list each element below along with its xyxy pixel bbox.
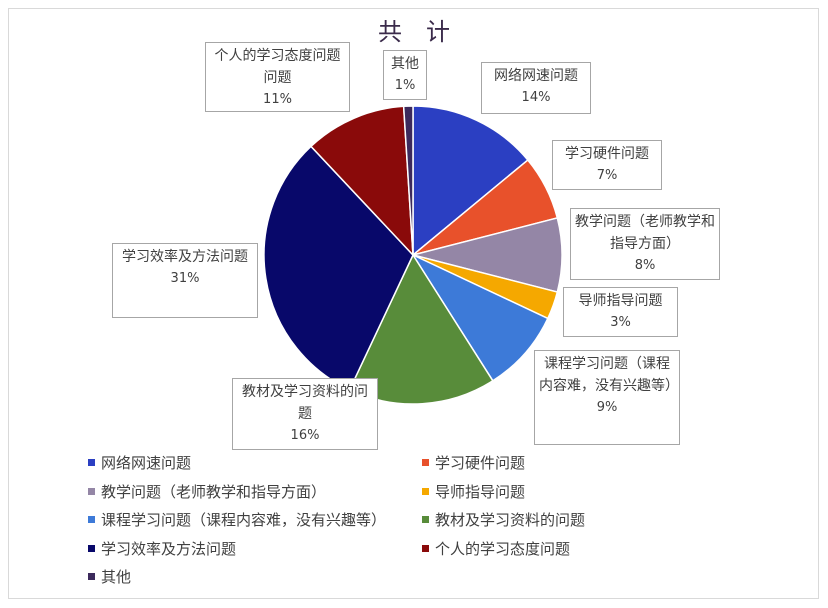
data-label-percent: 9% <box>596 400 618 415</box>
data-label-0: 网络网速问题 14% <box>481 62 591 114</box>
chart-title: 共 计 <box>378 18 450 46</box>
legend-swatch <box>422 487 429 495</box>
data-label-name: 导师指导问题 <box>578 293 663 309</box>
data-label-name: 学习效率及方法问题 <box>122 249 248 265</box>
data-label-2: 教学问题（老师教学和指导方面） 8% <box>570 208 720 280</box>
pie-slice-8[interactable] <box>402 105 414 256</box>
legend-label: 教材及学习资料的问题 <box>435 511 586 529</box>
legend-swatch <box>422 459 429 466</box>
legend-swatch <box>422 544 429 552</box>
legend-label: 学习硬件问题 <box>435 454 526 472</box>
data-label-6: 学习效率及方法问题 31% <box>112 243 258 318</box>
data-label-name: 课程学习问题（课程内容难，没有兴趣等） <box>539 356 679 394</box>
data-label-percent: 8% <box>634 258 656 273</box>
legend-label: 学习效率及方法问题 <box>101 539 237 558</box>
data-label-percent: 3% <box>610 315 631 330</box>
legend-item-0[interactable]: 网络网速问题 <box>88 452 191 473</box>
data-label-name: 网络网速问题 <box>494 68 578 84</box>
data-label-7: 个人的学习态度问题问题 11% <box>205 42 350 112</box>
legend-item-7[interactable]: 个人的学习态度问题 <box>422 538 570 559</box>
legend-item-6[interactable]: 学习效率及方法问题 <box>88 538 236 559</box>
chart-area <box>8 8 819 599</box>
legend-item-3[interactable]: 导师指导问题 <box>422 481 525 502</box>
legend-item-5[interactable]: 教材及学习资料的问题 <box>422 509 585 530</box>
data-label-percent: 1% <box>394 78 416 93</box>
legend-swatch <box>88 573 95 580</box>
data-label-name: 其他 <box>391 56 419 72</box>
data-label-8: 其他 1% <box>383 50 427 100</box>
legend-label: 网络网速问题 <box>101 454 192 472</box>
data-label-name: 个人的学习态度问题问题 <box>214 48 341 86</box>
legend-label: 导师指导问题 <box>435 482 526 501</box>
data-label-4: 课程学习问题（课程内容难，没有兴趣等） 9% <box>534 350 680 445</box>
legend-item-4[interactable]: 课程学习问题（课程内容难，没有兴趣等） <box>88 509 386 530</box>
legend-swatch <box>88 544 95 552</box>
legend-swatch <box>88 459 95 466</box>
legend-swatch <box>422 516 429 523</box>
data-label-percent: 7% <box>596 168 618 183</box>
legend-item-2[interactable]: 教学问题（老师教学和指导方面） <box>88 481 326 502</box>
legend-label: 个人的学习态度问题 <box>435 539 571 558</box>
data-label-percent: 16% <box>290 428 320 443</box>
legend-label: 课程学习问题（课程内容难，没有兴趣等） <box>101 511 387 529</box>
data-label-percent: 31% <box>170 271 200 286</box>
legend-swatch <box>88 516 95 523</box>
data-label-name: 教学问题（老师教学和指导方面） <box>575 214 715 252</box>
pie-slice-6[interactable] <box>263 145 414 391</box>
data-label-3: 导师指导问题 3% <box>563 287 678 337</box>
data-label-name: 教材及学习资料的问题 <box>242 384 368 422</box>
pie-slice-0[interactable] <box>412 105 529 257</box>
data-label-percent: 14% <box>521 90 551 105</box>
data-label-5: 教材及学习资料的问题 16% <box>232 378 378 450</box>
pie-slice-7[interactable] <box>309 105 414 258</box>
pie-slice-4[interactable] <box>410 253 549 382</box>
legend-label: 教学问题（老师教学和指导方面） <box>101 482 327 501</box>
data-label-percent: 11% <box>263 92 292 107</box>
legend-item-8[interactable]: 其他 <box>88 566 131 587</box>
legend-item-1[interactable]: 学习硬件问题 <box>422 452 525 473</box>
legend-swatch <box>88 487 95 495</box>
data-label-name: 学习硬件问题 <box>565 146 649 162</box>
legend-label: 其他 <box>101 568 132 586</box>
data-label-1: 学习硬件问题 7% <box>552 140 662 190</box>
